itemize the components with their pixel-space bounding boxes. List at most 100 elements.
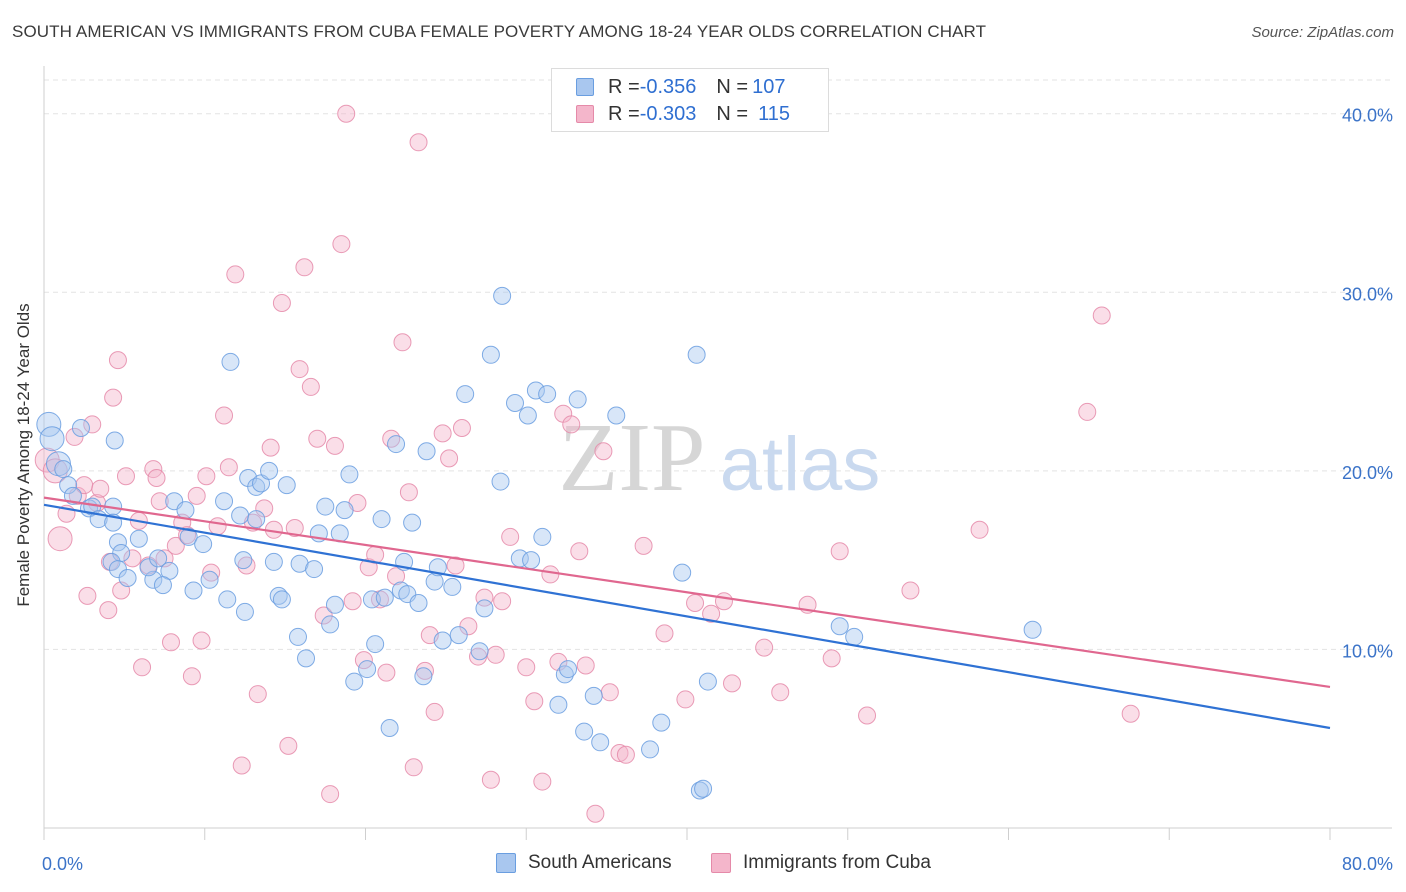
data-point-south-american	[526, 381, 545, 400]
y-tick-label: 20.0%	[1342, 463, 1393, 483]
data-point-south-american	[475, 599, 494, 618]
data-point-cuba	[404, 758, 423, 777]
trend-line-cuba	[43, 496, 1331, 689]
data-point-cuba	[248, 685, 267, 704]
data-point-south-american	[184, 581, 203, 600]
data-point-cuba	[970, 520, 989, 539]
data-point-south-american	[387, 435, 406, 454]
data-point-south-american	[555, 665, 574, 684]
tick-labels: 10.0% 20.0% 30.0% 40.0% 0.0% 80.0%	[42, 106, 1393, 874]
data-point-south-american	[380, 719, 399, 737]
data-point-south-american	[414, 667, 433, 686]
legend-swatch-pink	[576, 105, 594, 123]
data-point-south-american	[345, 672, 364, 691]
bottom-legend: South Americans Immigrants from Cuba	[0, 852, 1406, 878]
data-point-south-american	[235, 602, 254, 621]
data-point-cuba	[123, 549, 142, 568]
series-south-americans-points	[36, 286, 1042, 800]
data-point-cuba	[594, 442, 613, 461]
data-point-south-american	[305, 560, 324, 579]
data-point-south-american	[277, 476, 296, 495]
x-tick-label-min: 0.0%	[42, 854, 83, 874]
legend-r-label: R =	[608, 75, 640, 98]
data-point-cuba	[337, 104, 356, 123]
data-point-south-american	[584, 686, 603, 705]
data-point-cuba	[285, 519, 304, 537]
data-point-south-american	[153, 576, 172, 595]
data-point-south-american	[118, 569, 137, 587]
data-point-south-american	[221, 352, 240, 371]
data-point-south-american	[690, 781, 709, 800]
data-point-cuba	[409, 133, 428, 152]
data-point-cuba	[332, 235, 351, 254]
data-point-south-american	[39, 426, 65, 452]
data-point-south-american	[234, 551, 253, 570]
data-point-south-american	[417, 442, 436, 461]
data-point-cuba	[295, 258, 314, 277]
legend-row-cuba: R = -0.303 N = 115	[576, 102, 790, 126]
data-point-cuba	[182, 667, 201, 686]
data-point-south-american	[297, 649, 316, 668]
data-point-cuba	[47, 526, 73, 552]
data-point-cuba	[202, 563, 221, 582]
y-axis-label: Female Poverty Among 18-24 Year Olds	[14, 303, 33, 607]
data-point-south-american	[63, 486, 82, 505]
data-point-cuba	[576, 656, 595, 675]
data-point-south-american	[129, 529, 148, 548]
data-point-cuba	[232, 756, 251, 775]
data-point-south-american	[231, 506, 250, 525]
data-point-cuba	[600, 683, 619, 702]
data-point-cuba	[161, 633, 180, 652]
data-point-south-american	[403, 513, 422, 532]
data-point-cuba	[541, 565, 560, 584]
data-point-south-american	[845, 627, 864, 646]
data-point-south-american	[443, 577, 462, 596]
data-point-south-american	[409, 594, 428, 612]
data-point-cuba	[714, 592, 733, 611]
data-point-south-american	[518, 406, 537, 425]
data-point-cuba	[108, 351, 127, 370]
data-point-south-american	[139, 558, 158, 577]
data-point-south-american	[505, 394, 524, 412]
data-point-south-american	[568, 390, 587, 409]
data-point-south-american	[108, 560, 127, 579]
data-point-cuba	[321, 785, 340, 804]
trend-lines	[43, 496, 1331, 730]
data-point-south-american	[321, 615, 340, 634]
data-point-south-american	[264, 552, 283, 571]
source-label: Source: ZipAtlas.com	[1251, 24, 1394, 41]
data-point-cuba	[237, 556, 256, 575]
legend-n-value: 107	[752, 75, 786, 98]
data-point-cuba	[197, 467, 216, 486]
data-point-south-american	[335, 501, 354, 520]
data-point-south-american	[59, 476, 78, 495]
data-point-cuba	[83, 415, 102, 434]
watermark-zip: ZIP	[559, 404, 706, 512]
data-point-cuba	[517, 658, 536, 677]
data-point-cuba	[481, 770, 500, 789]
data-point-south-american	[54, 460, 73, 479]
data-point-cuba	[433, 424, 452, 443]
data-point-cuba	[192, 631, 211, 650]
data-point-south-american	[673, 563, 692, 582]
data-point-south-american	[493, 286, 512, 305]
data-point-south-american	[218, 590, 237, 609]
data-point-cuba	[610, 744, 629, 762]
data-point-cuba	[279, 736, 298, 755]
data-point-cuba	[562, 415, 581, 434]
data-point-south-american	[830, 617, 849, 636]
data-point-south-american	[375, 588, 394, 607]
y-tick-label: 30.0%	[1342, 284, 1393, 304]
data-point-cuba	[440, 449, 459, 468]
bottom-legend-label: Immigrants from Cuba	[743, 852, 931, 873]
watermark-atlas: atlas	[720, 422, 881, 507]
legend-n-value: 115	[758, 102, 790, 125]
data-point-cuba	[325, 436, 344, 455]
data-point-cuba	[755, 638, 774, 657]
data-point-cuba	[822, 649, 841, 668]
data-point-south-american	[433, 631, 452, 650]
data-point-cuba	[475, 588, 494, 607]
bottom-legend-label: South Americans	[528, 852, 672, 873]
data-point-cuba	[1078, 402, 1097, 421]
data-point-cuba	[1121, 704, 1140, 723]
